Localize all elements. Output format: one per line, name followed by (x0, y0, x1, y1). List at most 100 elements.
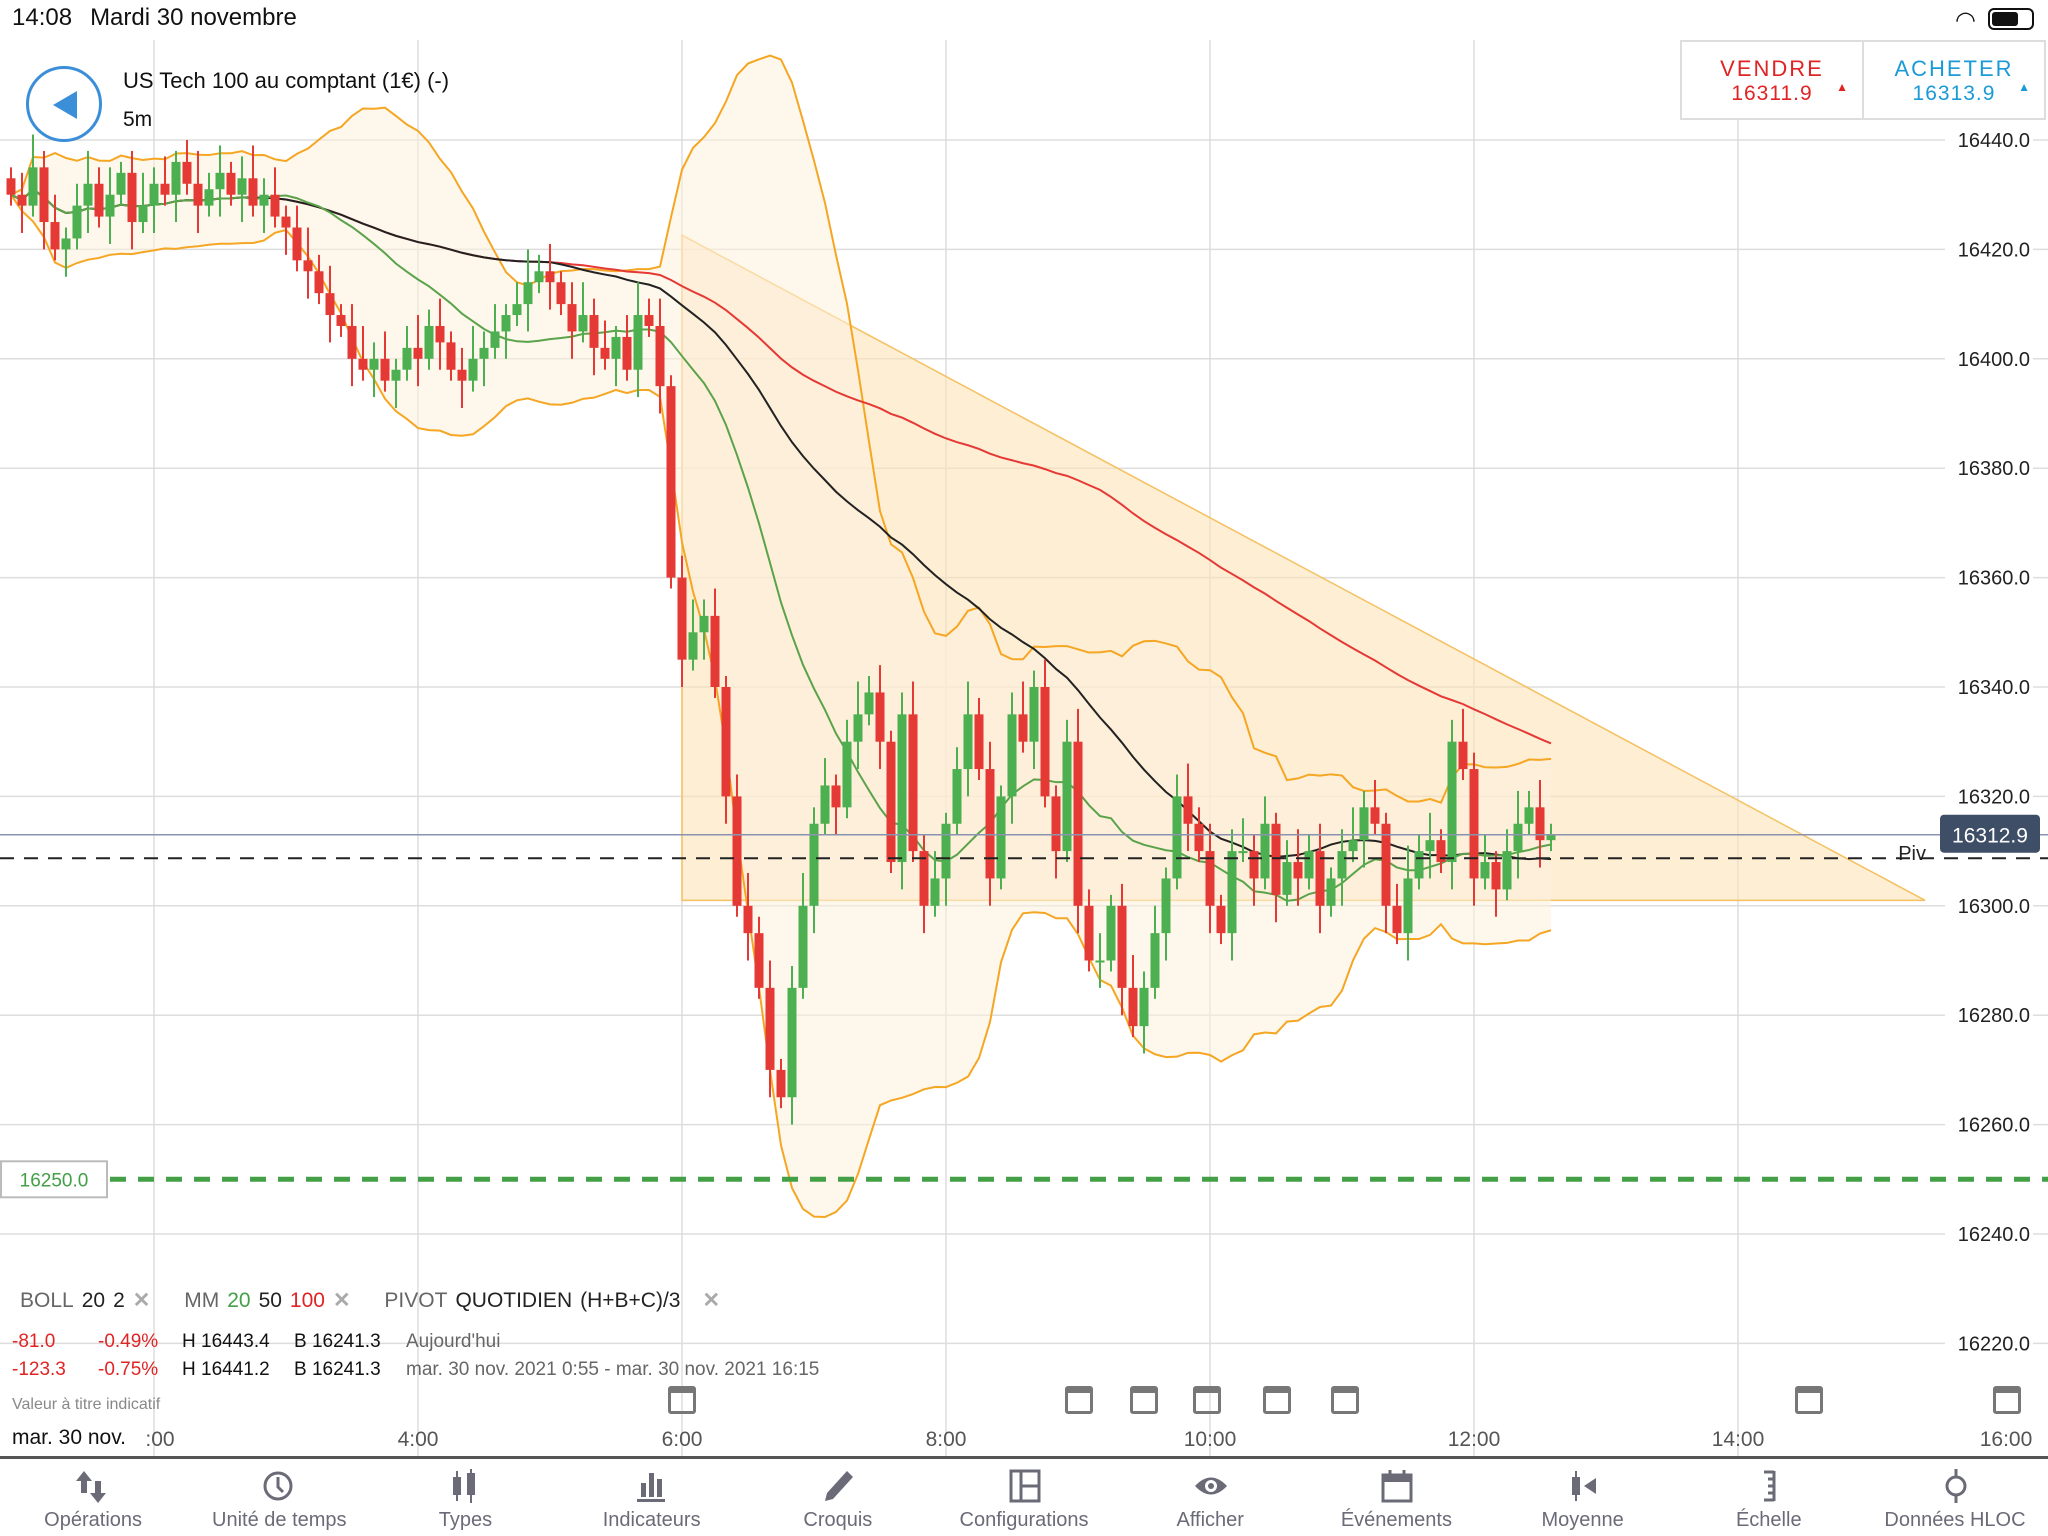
candle (545, 271, 555, 283)
event-calendar-icon[interactable] (1993, 1386, 2021, 1414)
candle (1084, 905, 1094, 961)
event-calendar-icon[interactable] (1130, 1386, 1158, 1414)
instrument-title: US Tech 100 au comptant (1€) (-) (123, 68, 450, 93)
candle (292, 227, 302, 261)
candle (1238, 851, 1248, 854)
toolbar-label: Indicateurs (602, 1509, 701, 1531)
candle (160, 183, 170, 195)
y-tick-bg (1945, 673, 2033, 699)
candle (765, 987, 775, 1070)
back-button[interactable] (26, 66, 102, 142)
toolbar--chelle[interactable]: Échelle (1676, 1459, 1862, 1536)
candle (743, 905, 753, 934)
candle (1337, 851, 1347, 879)
candle (116, 172, 126, 195)
candle (127, 172, 137, 223)
toolbar-moyenne[interactable]: Moyenne (1490, 1459, 1676, 1536)
y-tick-label: 16220.0 (1958, 1333, 2030, 1355)
toolbar-types[interactable]: Types (372, 1459, 558, 1536)
candle (1315, 851, 1325, 906)
toolbar-croquis[interactable]: Croquis (745, 1459, 931, 1536)
high: H 16443.4 (182, 1331, 270, 1352)
candle (1491, 862, 1501, 890)
candle (1293, 862, 1303, 879)
candle (1425, 840, 1435, 852)
y-tick-label: 16320.0 (1958, 786, 2030, 808)
candle (468, 358, 478, 381)
candle (886, 741, 896, 863)
mm-label[interactable]: MM (184, 1289, 220, 1312)
price-chart[interactable]: 16250.0 16440.0 16420.0 16400.0 16380.0 16360… (0, 0, 2048, 1460)
toolbar-op-rations[interactable]: Opérations (0, 1459, 186, 1536)
toolbar--v-nements[interactable]: Événements (1303, 1459, 1489, 1536)
toolbar-label: Croquis (803, 1509, 873, 1531)
clock: 14:08 (12, 4, 73, 31)
candle (446, 342, 456, 370)
candle (501, 315, 511, 332)
sell-price: 16311.9 (1731, 82, 1813, 105)
candle (996, 796, 1006, 879)
event-calendar-icon[interactable] (1331, 1386, 1359, 1414)
average-icon (1490, 1469, 1676, 1505)
y-tick-bg (1945, 1329, 2033, 1356)
candle (259, 194, 269, 206)
candle (1062, 741, 1072, 852)
candle (622, 336, 632, 370)
event-calendar-icon[interactable] (1795, 1386, 1823, 1414)
event-calendar-icon[interactable] (1193, 1386, 1221, 1414)
low: B 16241.3 (294, 1359, 381, 1380)
candle (72, 205, 82, 239)
candle (556, 282, 566, 305)
candle (710, 615, 720, 687)
toolbar-configurations[interactable]: Configurations (931, 1459, 1117, 1536)
candle (1139, 987, 1149, 1027)
y-tick-label: 16300.0 (1958, 896, 2030, 918)
toolbar-unit-de-temps[interactable]: Unité de temps (186, 1459, 372, 1536)
y-tick-label: 16400.0 (1958, 349, 2030, 371)
candle (1150, 933, 1160, 988)
candle (688, 632, 698, 660)
y-tick-label: 16420.0 (1958, 239, 2030, 261)
event-calendar-icon[interactable] (1263, 1386, 1291, 1414)
y-tick-label: 16340.0 (1958, 677, 2030, 699)
pivot-label[interactable]: PIVOT (384, 1289, 448, 1312)
status-date: Mardi 30 novembre (90, 4, 297, 31)
up-triangle-icon: ▲ (2018, 80, 2032, 94)
candle (589, 315, 599, 348)
event-calendar-icon[interactable] (668, 1386, 696, 1414)
time-axis[interactable]: :00 4:00 6:00 8:00 10:00 12:00 14:00 16:00 (0, 1420, 2048, 1456)
event-calendar-icon[interactable] (1065, 1386, 1093, 1414)
buy-button[interactable]: ACHETER 16313.9 ▲ (1862, 42, 2044, 118)
candle (149, 183, 159, 206)
candle (875, 692, 885, 742)
toolbar-indicateurs[interactable]: Indicateurs (559, 1459, 745, 1536)
candle (732, 796, 742, 906)
candle (1194, 823, 1204, 852)
x-tick-label: 10:00 (1183, 1428, 1237, 1451)
x-tick-label: 6:00 (661, 1428, 703, 1451)
candle (248, 178, 258, 206)
candle (941, 823, 951, 879)
candle (567, 304, 577, 332)
candle (1447, 741, 1457, 863)
toolbar-donn-es-hloc[interactable]: Données HLOC (1862, 1459, 2048, 1536)
candle (358, 358, 368, 370)
candle (1392, 905, 1402, 934)
remove-boll-icon[interactable]: ✕ (132, 1289, 151, 1312)
candle (17, 194, 27, 206)
timeframe-label[interactable]: 5m (123, 108, 153, 131)
alert-box (0, 1160, 108, 1199)
mm100: 100 (289, 1289, 325, 1312)
sell-button[interactable]: VENDRE 16311.9 ▲ (1682, 42, 1862, 118)
toolbar-label: Unité de temps (212, 1509, 347, 1531)
candle (1172, 796, 1182, 879)
arrows-updown-icon (0, 1469, 186, 1505)
candle (1381, 823, 1391, 906)
candle (754, 933, 764, 988)
sell-label: VENDRE (1720, 56, 1824, 81)
toolbar-label: Types (438, 1509, 493, 1531)
remove-mm-icon[interactable]: ✕ (332, 1289, 351, 1312)
remove-pivot-icon[interactable]: ✕ (702, 1289, 721, 1312)
boll-label[interactable]: BOLL (20, 1289, 74, 1312)
toolbar-afficher[interactable]: Afficher (1117, 1459, 1303, 1536)
